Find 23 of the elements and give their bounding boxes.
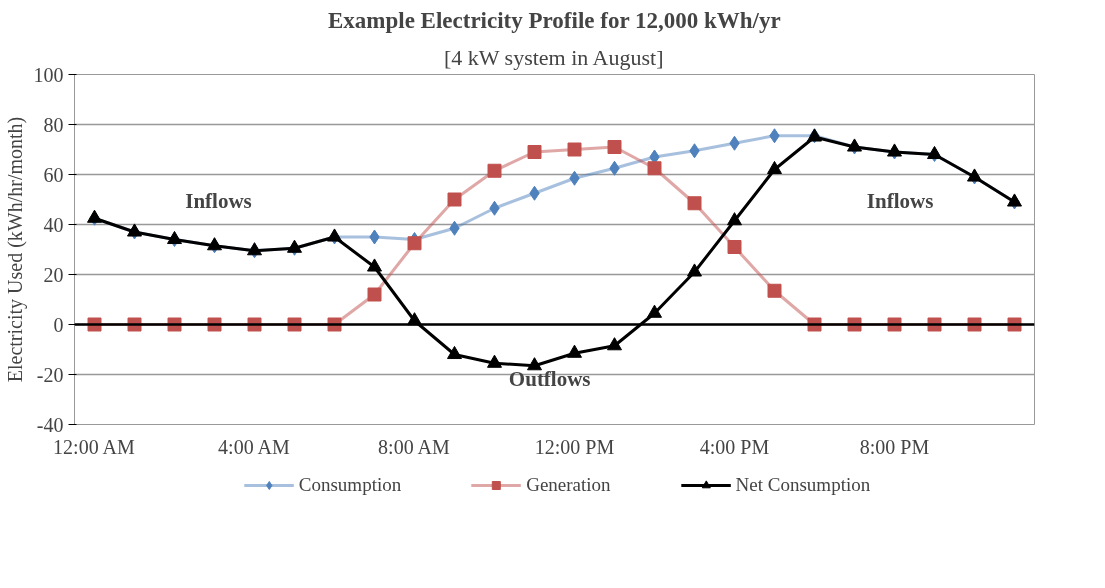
legend-label: Net Consumption bbox=[735, 474, 871, 496]
x-tick-label: 12:00 PM bbox=[534, 435, 615, 458]
chart-subtitle: [4 kW system in August] bbox=[443, 44, 664, 70]
annotation: Outflows bbox=[508, 367, 591, 391]
y-axis-title: Electricity Used (kWh/hr/month) bbox=[3, 116, 27, 383]
x-tick-label: 4:00 AM bbox=[218, 435, 290, 458]
x-tick-label: 12:00 AM bbox=[53, 435, 135, 458]
y-tick-label: 20 bbox=[43, 263, 64, 286]
y-tick-label: 80 bbox=[43, 113, 64, 136]
y-tick-label: 0 bbox=[53, 313, 64, 336]
legend-label: Consumption bbox=[298, 474, 402, 496]
chart-title: Example Electricity Profile for 12,000 kWh/yr bbox=[327, 7, 781, 33]
x-tick-label: 8:00 AM bbox=[378, 435, 450, 458]
y-tick-label: -40 bbox=[36, 413, 64, 436]
y-tick-label: 40 bbox=[43, 213, 64, 236]
legend-label: Generation bbox=[526, 474, 611, 496]
annotation: Inflows bbox=[866, 188, 934, 213]
x-tick-label: 8:00 PM bbox=[859, 435, 930, 458]
x-tick-label: 4:00 PM bbox=[699, 435, 770, 458]
y-tick-label: -20 bbox=[36, 363, 64, 386]
annotation: Inflows bbox=[185, 188, 252, 213]
y-tick-label: 100 bbox=[33, 63, 64, 86]
y-tick-label: 60 bbox=[43, 163, 64, 186]
